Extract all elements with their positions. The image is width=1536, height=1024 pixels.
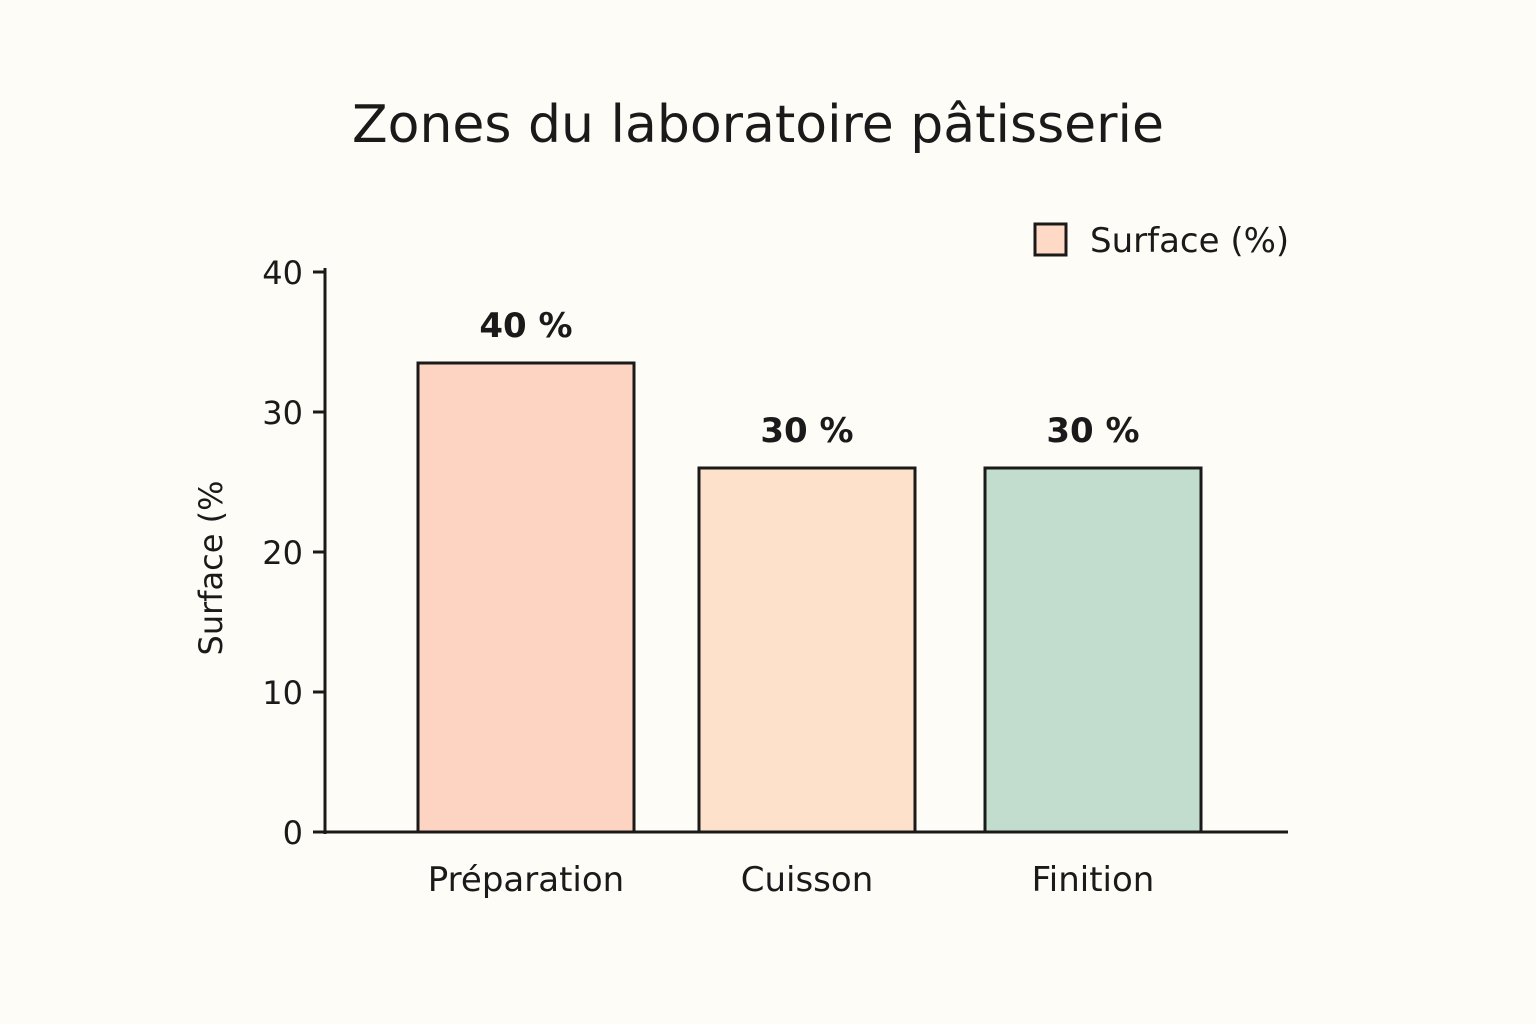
bars (416, 361, 1203, 834)
legend-swatch (1033, 222, 1068, 257)
legend-label: Surface (%) (1090, 221, 1289, 261)
category-label: Finition (1032, 860, 1155, 900)
y-tick-label: 10 (262, 674, 303, 712)
y-tick-label: 0 (283, 814, 303, 852)
chart-title: Zones du laboratoire pâtisserie (352, 95, 1164, 155)
y-axis-ticks: 0 10 20 30 40 (262, 254, 325, 852)
bar-finition (983, 466, 1203, 834)
legend: Surface (%) (1033, 221, 1289, 261)
value-labels: 40 % 30 % 30 % (479, 306, 1139, 451)
y-axis-label: Surface (% (192, 481, 230, 656)
category-labels: Préparation Cuisson Finition (428, 860, 1155, 900)
bar-cuisson (697, 466, 917, 834)
bar-preparation (416, 361, 636, 834)
bar-value-label: 30 % (1046, 411, 1139, 451)
y-tick-label: 40 (262, 254, 303, 292)
bar-value-label: 40 % (479, 306, 572, 346)
category-label: Préparation (428, 860, 624, 900)
y-tick-label: 20 (262, 534, 303, 572)
bar-value-label: 30 % (760, 411, 853, 451)
category-label: Cuisson (741, 860, 874, 900)
y-tick-label: 30 (262, 394, 303, 432)
